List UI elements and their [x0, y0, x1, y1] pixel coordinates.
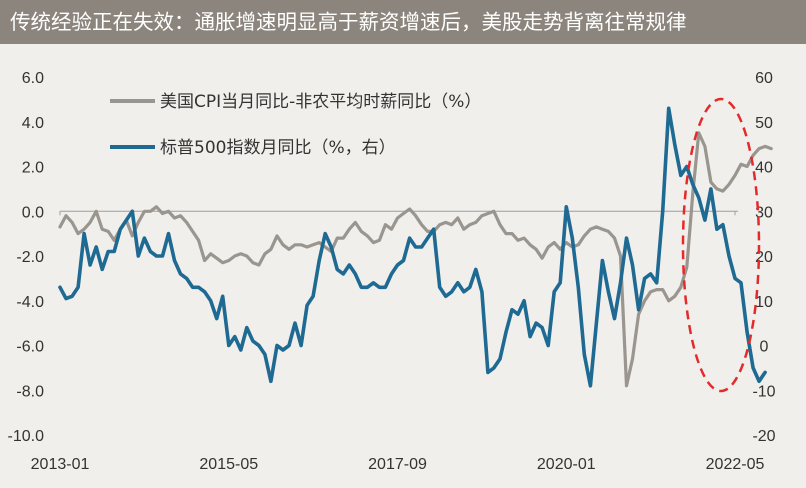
line-chart: 6.0 4.0 2.0 0.0 -2.0 -4.0 -6.0 -8.0 -10.0 60 50 40 3… — [8, 70, 776, 473]
highlight-ellipse — [681, 97, 761, 393]
x-axis-tick-label: 2013-01 — [31, 456, 90, 473]
right-axis-tick-label: -20 — [752, 428, 775, 445]
right-axis-tick-label: 50 — [755, 115, 773, 132]
left-axis-tick-label: -2.0 — [16, 249, 44, 266]
x-axis-tick-label: 2017-09 — [368, 456, 427, 473]
left-axis-tick-label: 2.0 — [22, 160, 44, 177]
left-axis-tick-label: 4.0 — [22, 115, 44, 132]
chart-title: 传统经验正在失效：通胀增速明显高于薪资增速后，美股走势背离往常规律 — [0, 0, 806, 44]
cpi-minus-wage-line — [58, 131, 773, 388]
left-axis-tick-label: 6.0 — [22, 70, 44, 87]
right-axis-tick-label: 40 — [755, 160, 773, 177]
x-axis-tick-label: 2020-01 — [537, 456, 596, 473]
chart-area: 6.0 4.0 2.0 0.0 -2.0 -4.0 -6.0 -8.0 -10.0 60 50 40 3… — [0, 44, 806, 488]
legend-sp500-label: 标普500指数月同比（%，右） — [160, 138, 396, 158]
right-axis-tick-label: 30 — [755, 204, 773, 221]
left-axis-tick-label: -6.0 — [16, 339, 44, 356]
left-axis-tick-label: 0.0 — [22, 204, 44, 221]
legend-cpi-wage-label: 美国CPI当月同比-非农平均时薪同比（%） — [160, 92, 481, 112]
left-axis-tick-label: -10.0 — [8, 428, 45, 445]
right-axis-tick-label: 10 — [755, 294, 773, 311]
x-axis-tick-label: 2015-05 — [199, 456, 258, 473]
left-axis-tick-label: -8.0 — [16, 383, 44, 400]
right-axis-tick-label: 0 — [760, 339, 769, 356]
right-axis-tick-label: -10 — [752, 383, 775, 400]
sp500-yoy-line — [58, 106, 767, 388]
left-axis-tick-label: -4.0 — [16, 294, 44, 311]
x-axis-tick-label: 2022-05 — [706, 456, 765, 473]
right-axis-tick-label: 60 — [755, 70, 773, 87]
